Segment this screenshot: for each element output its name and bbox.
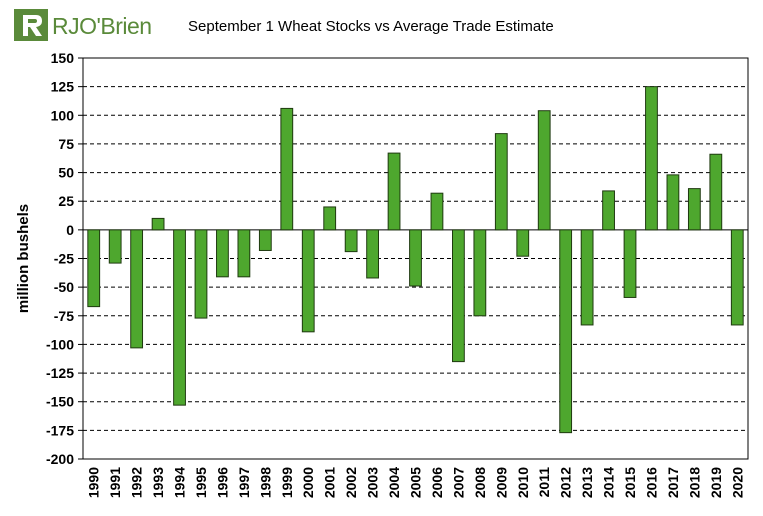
bar-2002 — [344, 229, 358, 253]
bar-2007 — [452, 229, 465, 363]
x-tick-label: 2015 — [622, 467, 638, 498]
bar-2004 — [387, 152, 401, 231]
x-tick-label: 2020 — [729, 467, 745, 498]
x-tick-label: 2013 — [579, 467, 595, 498]
x-tick-label: 1993 — [150, 467, 166, 498]
x-tick-label: 2017 — [665, 467, 681, 498]
x-tick-label: 2007 — [450, 467, 466, 498]
bar-2005 — [409, 229, 422, 287]
x-tick-label: 1991 — [107, 467, 123, 498]
bar-2003 — [366, 229, 379, 279]
bar-2020 — [730, 229, 744, 326]
bar-1993 — [151, 217, 165, 231]
axis-layer — [78, 57, 749, 460]
y-tick-label: -25 — [54, 251, 74, 267]
x-tick-label: 1996 — [214, 467, 230, 498]
bar-1998 — [258, 229, 272, 251]
x-tick-label: 1997 — [236, 467, 252, 498]
x-tick-label: 2008 — [472, 467, 488, 498]
x-tick-label: 2001 — [322, 467, 338, 498]
y-tick-label: 25 — [58, 193, 74, 209]
bar-1991 — [108, 229, 122, 264]
x-tick-label: 1999 — [279, 467, 295, 498]
chart-title: September 1 Wheat Stocks vs Average Trad… — [188, 18, 554, 35]
x-tick-label: 2019 — [708, 467, 724, 498]
y-tick-label: -150 — [46, 394, 74, 410]
y-tick-label: -100 — [46, 336, 74, 352]
bar-2000 — [301, 229, 315, 333]
x-tick-label: 2014 — [601, 467, 617, 498]
x-tick-label: 2010 — [515, 467, 531, 498]
bar-1997 — [237, 229, 251, 278]
x-tick-label: 2003 — [365, 467, 381, 498]
x-tick-label: 2011 — [536, 467, 552, 498]
bar-2008 — [473, 229, 487, 317]
y-tick-label: -200 — [46, 451, 74, 467]
y-tick-label: 50 — [58, 165, 74, 181]
y-tick-label: 150 — [51, 50, 75, 66]
y-tick-label: -175 — [46, 422, 74, 438]
bar-2018 — [687, 188, 701, 231]
x-tick-label: 2005 — [408, 467, 424, 498]
x-tick-label: 2012 — [558, 467, 574, 498]
bar-2017 — [666, 174, 680, 231]
bar-1995 — [194, 229, 208, 319]
logo-mark-icon — [14, 9, 48, 41]
x-tick-label: 1990 — [86, 467, 102, 498]
x-tick-label: 2004 — [386, 467, 402, 498]
x-tick-label: 1994 — [172, 467, 188, 498]
y-tick-label: 125 — [51, 79, 75, 95]
bar-2010 — [516, 229, 530, 257]
x-tick-label: 2016 — [643, 467, 659, 498]
bar-1999 — [280, 107, 294, 231]
bar-layer — [87, 86, 744, 434]
logo-wordmark: RJO'Brien — [52, 13, 152, 39]
bar-2019 — [709, 153, 723, 231]
bar-1994 — [173, 229, 186, 406]
x-tick-label: 2018 — [686, 467, 702, 498]
y-tick-label: 100 — [51, 107, 75, 123]
x-tick-label: 2009 — [493, 467, 509, 498]
bar-2016 — [645, 86, 658, 231]
bar-2001 — [323, 206, 337, 231]
x-tick-label: 1995 — [193, 467, 209, 498]
x-tick-label: 2006 — [429, 467, 445, 498]
bar-1996 — [216, 229, 229, 278]
bar-2011 — [537, 110, 551, 231]
x-tick-label: 2002 — [343, 467, 359, 498]
bar-2012 — [559, 229, 573, 434]
y-tick-label: -50 — [54, 279, 74, 295]
bar-1992 — [130, 229, 144, 349]
y-tick-label: 75 — [58, 136, 74, 152]
bar-2009 — [494, 133, 508, 231]
bar-1990 — [87, 229, 101, 308]
x-tick-label: 1992 — [129, 467, 145, 498]
bar-2006 — [430, 192, 444, 231]
x-tick-label: 2000 — [300, 467, 316, 498]
y-tick-label: 0 — [66, 222, 74, 238]
x-tick-label: 1998 — [257, 467, 273, 498]
y-tick-label: -125 — [46, 365, 74, 381]
bar-2015 — [623, 229, 637, 298]
x-tick-labels: 1990 1991 1992 1993 1994 1995 1996 1997 1998 1999… — [86, 467, 746, 498]
y-tick-label: -75 — [54, 308, 74, 324]
bar-2014 — [602, 190, 615, 231]
bar-2013 — [580, 229, 594, 326]
y-tick-labels: 150 125 100 75 50 25 0 -25 -50 -75 -100 -125 -150 -17… — [46, 50, 74, 467]
rjo-brien-logo: RJO'Brien — [14, 9, 154, 41]
y-axis-title: million bushels — [15, 204, 32, 313]
